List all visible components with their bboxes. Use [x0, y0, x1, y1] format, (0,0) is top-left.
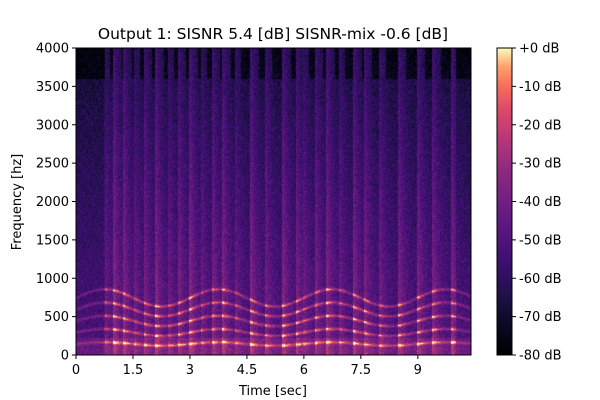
y-tick-label: 3500	[36, 80, 69, 95]
x-tick-label: 4.5	[237, 363, 258, 378]
y-axis-ticks: 0 500 1000 1500 2000 2500 3000 3500 4000	[36, 42, 76, 364]
y-tick-label: 1000	[36, 272, 69, 287]
colorbar-tick-label: -80 dB	[519, 349, 562, 364]
y-tick-label: 2000	[36, 195, 69, 210]
spectrogram-plot	[75, 47, 472, 356]
colorbar-tick-label: -60 dB	[519, 272, 562, 287]
colorbar-tick-label: +0 dB	[519, 42, 559, 57]
chart-title: Output 1: SISNR 5.4 [dB] SISNR-mix -0.6 …	[98, 25, 448, 43]
colorbar-tick-label: -30 dB	[519, 157, 562, 172]
y-tick-label: 4000	[36, 42, 69, 57]
x-tick-label: 1.5	[123, 363, 144, 378]
x-axis-title: Time [sec]	[238, 384, 307, 399]
spectrogram-image	[76, 48, 471, 355]
colorbar-ticks: +0 dB -10 dB -20 dB -30 dB -40 dB -50 dB -60 d…	[512, 42, 562, 364]
y-tick-label: 500	[44, 310, 69, 325]
colorbar-tick-label: -10 dB	[519, 80, 562, 95]
colorbar-tick-label: -70 dB	[519, 310, 562, 325]
colorbar-gradient	[496, 47, 513, 356]
x-tick-label: 6	[300, 363, 308, 378]
colorbar: +0 dB -10 dB -20 dB -30 dB -40 dB -50 dB -60 d…	[496, 42, 562, 364]
y-axis-title: Frequency [hz]	[10, 154, 25, 251]
x-tick-label: 9	[414, 363, 422, 378]
x-tick-label: 0	[72, 363, 80, 378]
y-tick-label: 3000	[36, 118, 69, 133]
colorbar-tick-label: -50 dB	[519, 233, 562, 248]
y-tick-label: 2500	[36, 157, 69, 172]
x-tick-label: 7.5	[351, 363, 372, 378]
colorbar-tick-label: -40 dB	[519, 195, 562, 210]
x-tick-label: 3	[186, 363, 194, 378]
y-tick-label: 1500	[36, 233, 69, 248]
y-tick-label: 0	[61, 349, 69, 364]
colorbar-tick-label: -20 dB	[519, 118, 562, 133]
x-axis-ticks: 0 1.5 3 4.5 6 7.5 9	[72, 355, 422, 378]
